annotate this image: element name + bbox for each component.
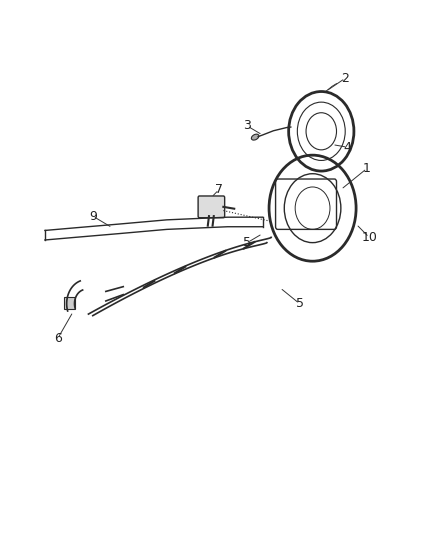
Text: 5: 5 [243, 236, 251, 249]
Ellipse shape [251, 134, 259, 140]
Text: 7: 7 [215, 183, 223, 196]
Text: 2: 2 [341, 72, 349, 85]
Text: 10: 10 [361, 231, 377, 244]
FancyBboxPatch shape [198, 196, 225, 217]
Text: 5: 5 [296, 297, 304, 310]
FancyBboxPatch shape [64, 297, 75, 309]
Text: 1: 1 [363, 162, 371, 175]
Text: 6: 6 [54, 332, 62, 344]
Text: 4: 4 [343, 141, 351, 154]
Text: 3: 3 [244, 119, 251, 133]
Text: 9: 9 [89, 209, 97, 223]
